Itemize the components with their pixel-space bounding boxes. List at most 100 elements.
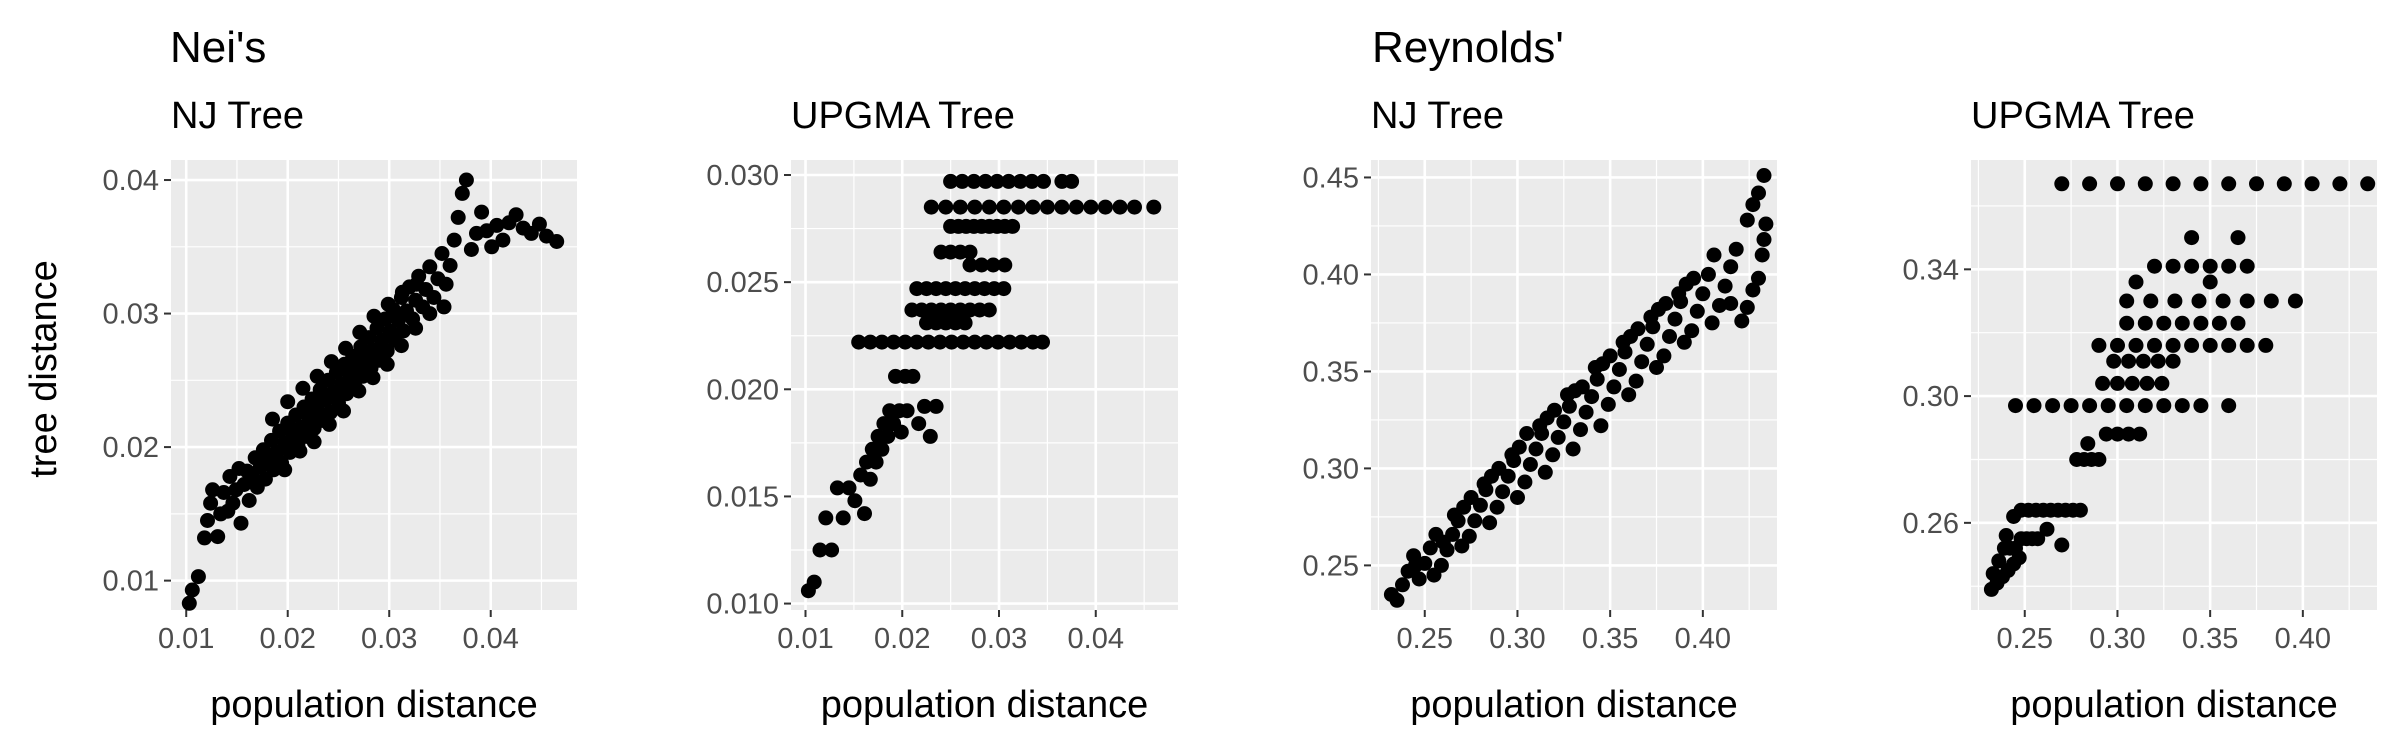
- x-axis-label: population distance: [210, 684, 537, 726]
- data-point: [2258, 337, 2274, 353]
- data-point: [862, 334, 878, 350]
- data-point: [1522, 457, 1538, 472]
- data-point: [1435, 534, 1451, 550]
- data-point: [967, 199, 983, 215]
- data-point: [962, 244, 978, 260]
- data-point: [408, 320, 424, 336]
- data-point: [2030, 531, 2046, 547]
- data-point: [1476, 476, 1492, 492]
- data-point: [962, 257, 978, 273]
- data-point: [1039, 199, 1055, 215]
- y-tick-label: 0.25: [1303, 550, 1359, 582]
- data-point: [967, 334, 983, 350]
- data-point: [1012, 173, 1028, 189]
- data-point: [824, 542, 840, 558]
- data-point: [2110, 375, 2125, 391]
- x-tick-label: 0.03: [361, 623, 417, 655]
- data-point: [190, 569, 206, 585]
- y-tick-label: 0.30: [1303, 453, 1359, 485]
- data-point: [1639, 336, 1655, 352]
- data-point: [1574, 379, 1590, 395]
- data-point: [489, 217, 505, 233]
- data-point: [2128, 337, 2144, 353]
- data-point: [2119, 293, 2135, 309]
- data-point: [2304, 176, 2320, 192]
- data-point: [1667, 311, 1683, 327]
- data-point: [2054, 537, 2070, 553]
- data-point: [2147, 258, 2162, 274]
- data-point: [495, 232, 511, 248]
- data-point: [1739, 212, 1755, 228]
- data-point: [1495, 484, 1511, 500]
- data-point: [309, 368, 325, 384]
- x-axis-label: population distance: [821, 684, 1148, 726]
- data-point: [2072, 502, 2088, 518]
- data-point: [2360, 176, 2376, 192]
- data-point: [952, 199, 968, 215]
- points-reynolds-upgma-tree: [1983, 176, 2376, 597]
- data-point: [474, 204, 490, 220]
- data-point: [1426, 567, 1442, 583]
- data-point: [233, 515, 249, 531]
- y-tick-label: 0.010: [706, 589, 779, 621]
- x-tick-label: 0.35: [1582, 623, 1638, 655]
- data-point: [442, 258, 458, 273]
- y-tick-label: 0.04: [103, 165, 159, 197]
- data-point: [2184, 258, 2200, 274]
- data-point: [197, 530, 212, 546]
- x-tick-label: 0.01: [777, 623, 833, 655]
- y-tick-label: 0.35: [1303, 356, 1359, 388]
- data-point: [1528, 441, 1544, 457]
- data-point: [1097, 199, 1113, 215]
- y-axis-label: tree distance: [23, 260, 65, 478]
- data-point: [2080, 436, 2096, 452]
- data-point: [422, 259, 438, 275]
- data-point: [1706, 247, 1722, 263]
- data-point: [2215, 293, 2231, 309]
- data-point: [458, 172, 474, 188]
- data-point: [1628, 373, 1644, 389]
- x-tick-label: 0.30: [1489, 623, 1545, 655]
- data-point: [1395, 577, 1410, 593]
- data-point: [1656, 348, 1672, 364]
- data-point: [1593, 418, 1609, 434]
- data-point: [2082, 398, 2098, 414]
- data-point: [426, 290, 442, 305]
- data-point: [1517, 474, 1533, 490]
- x-tick-label: 0.03: [971, 623, 1027, 655]
- data-point: [2098, 426, 2114, 442]
- data-point: [835, 510, 851, 526]
- data-point: [2054, 176, 2070, 192]
- data-point: [2332, 176, 2348, 192]
- data-point: [1734, 313, 1750, 329]
- data-point: [943, 173, 959, 189]
- data-point: [1671, 286, 1687, 302]
- data-point: [2137, 176, 2153, 192]
- data-point: [2063, 398, 2079, 414]
- data-point: [978, 173, 993, 189]
- data-point: [1537, 464, 1553, 480]
- data-point: [1482, 515, 1498, 531]
- data-point: [450, 209, 466, 225]
- data-point: [2202, 258, 2218, 274]
- data-point: [1643, 309, 1659, 325]
- y-tick-label: 0.30: [1903, 381, 1959, 413]
- data-point: [365, 370, 381, 386]
- y-tick-label: 0.26: [1903, 508, 1959, 540]
- data-point: [990, 334, 1006, 350]
- data-point: [1556, 414, 1572, 430]
- x-tick-label: 0.30: [2089, 623, 2145, 655]
- data-point: [818, 510, 834, 526]
- data-point: [2276, 176, 2292, 192]
- data-point: [2139, 375, 2155, 391]
- data-point: [1634, 354, 1650, 370]
- data-point: [2121, 426, 2137, 442]
- data-point: [1036, 173, 1051, 189]
- data-point: [379, 343, 395, 359]
- data-point: [862, 471, 878, 487]
- data-point: [2167, 293, 2183, 309]
- data-point: [1589, 371, 1605, 387]
- data-point: [1408, 557, 1423, 573]
- data-point: [1001, 173, 1017, 189]
- data-point: [2137, 315, 2153, 331]
